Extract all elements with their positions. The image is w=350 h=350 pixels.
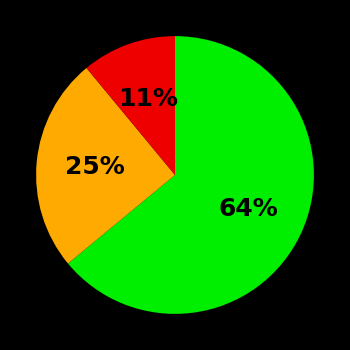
Text: 25%: 25% [65, 155, 125, 180]
Wedge shape [86, 36, 175, 175]
Wedge shape [68, 36, 314, 314]
Text: 64%: 64% [218, 197, 278, 221]
Wedge shape [36, 68, 175, 264]
Text: 11%: 11% [118, 87, 178, 111]
